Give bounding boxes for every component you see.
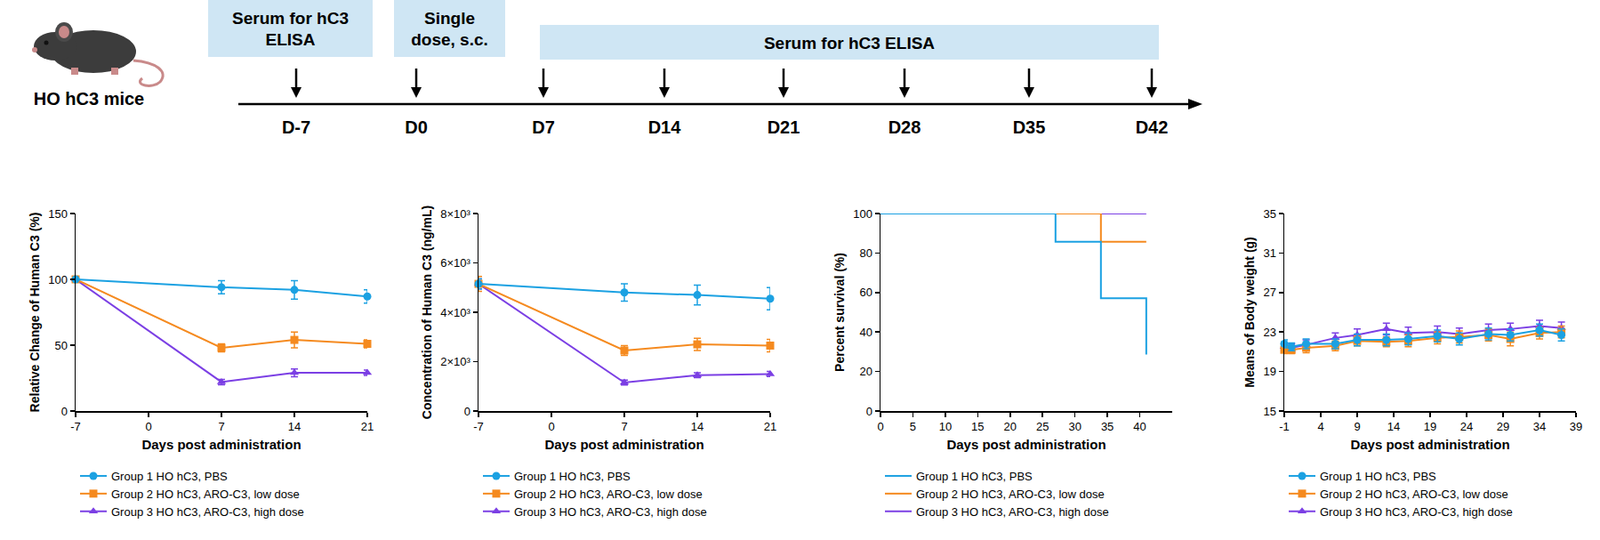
- svg-text:dose, s.c.: dose, s.c.: [410, 30, 489, 49]
- svg-text:25: 25: [1036, 419, 1049, 434]
- svg-text:0: 0: [876, 419, 884, 434]
- svg-text:Group 3 HO hC3, ARO-C3, high d: Group 3 HO hC3, ARO-C3, high dose: [111, 505, 305, 519]
- svg-text:21: 21: [361, 419, 374, 434]
- svg-text:14: 14: [1387, 419, 1400, 434]
- svg-text:19: 19: [1262, 364, 1276, 378]
- svg-text:10: 10: [939, 419, 952, 434]
- svg-text:Group 3 HO hC3, ARO-C3, high d: Group 3 HO hC3, ARO-C3, high dose: [916, 505, 1110, 519]
- svg-text:80: 80: [859, 246, 872, 260]
- svg-text:Group 2 HO hC3, ARO-C3, low do: Group 2 HO hC3, ARO-C3, low dose: [916, 487, 1105, 501]
- svg-text:Group 2 HO hC3, ARO-C3, low do: Group 2 HO hC3, ARO-C3, low dose: [514, 487, 703, 501]
- svg-text:6×10³: 6×10³: [440, 256, 471, 270]
- svg-text:-1: -1: [1278, 419, 1290, 434]
- svg-text:40: 40: [859, 325, 872, 339]
- svg-text:Days post administration: Days post administration: [946, 436, 1106, 452]
- svg-text:0: 0: [866, 404, 873, 419]
- svg-text:4×10³: 4×10³: [440, 305, 471, 320]
- svg-text:Group 3 HO hC3, ARO-C3, high d: Group 3 HO hC3, ARO-C3, high dose: [514, 505, 708, 519]
- svg-text:0: 0: [61, 404, 68, 419]
- svg-text:Group 1 HO hC3, PBS: Group 1 HO hC3, PBS: [111, 469, 228, 483]
- svg-text:15: 15: [971, 419, 984, 434]
- svg-text:Group 1 HO hC3, PBS: Group 1 HO hC3, PBS: [1319, 469, 1437, 483]
- svg-text:30: 30: [1068, 419, 1081, 434]
- svg-text:2×10³: 2×10³: [440, 354, 471, 369]
- svg-text:100: 100: [852, 207, 873, 221]
- svg-text:5: 5: [909, 419, 917, 434]
- svg-text:Relative Change of Human C3 (%: Relative Change of Human C3 (%): [27, 212, 42, 413]
- svg-text:Serum for hC3: Serum for hC3: [232, 8, 349, 28]
- svg-text:Concentration of Human C3 (ng/: Concentration of Human C3 (ng/mL): [419, 205, 435, 419]
- svg-text:Group 1 HO hC3, PBS: Group 1 HO hC3, PBS: [514, 469, 631, 483]
- svg-text:Group 3 HO hC3, ARO-C3, high d: Group 3 HO hC3, ARO-C3, high dose: [1319, 505, 1513, 519]
- svg-text:ELISA: ELISA: [265, 30, 316, 49]
- svg-text:24: 24: [1460, 419, 1473, 434]
- svg-text:14: 14: [288, 419, 301, 434]
- svg-text:HO hC3 mice: HO hC3 mice: [33, 88, 145, 109]
- svg-text:D35: D35: [1013, 117, 1046, 137]
- svg-text:Group 2 HO hC3, ARO-C3, low do: Group 2 HO hC3, ARO-C3, low dose: [111, 487, 300, 501]
- svg-text:9: 9: [1353, 419, 1360, 434]
- svg-text:0: 0: [144, 419, 152, 434]
- svg-text:20: 20: [1004, 419, 1017, 434]
- svg-text:Days post administration: Days post administration: [141, 436, 301, 452]
- svg-text:27: 27: [1262, 285, 1276, 299]
- svg-text:15: 15: [1262, 404, 1276, 419]
- svg-text:35: 35: [1101, 419, 1114, 434]
- svg-text:4: 4: [1317, 419, 1324, 434]
- svg-text:23: 23: [1262, 325, 1276, 339]
- svg-text:Days post administration: Days post administration: [544, 436, 704, 452]
- svg-text:D0: D0: [404, 117, 428, 137]
- svg-text:100: 100: [48, 273, 68, 287]
- svg-text:-7: -7: [70, 419, 81, 434]
- svg-text:19: 19: [1423, 419, 1437, 434]
- svg-text:0: 0: [547, 419, 555, 434]
- svg-text:29: 29: [1496, 419, 1510, 434]
- svg-text:Days post administration: Days post administration: [1350, 436, 1510, 452]
- svg-text:8×10³: 8×10³: [440, 207, 471, 221]
- svg-text:D7: D7: [531, 117, 555, 137]
- svg-text:21: 21: [763, 419, 777, 434]
- svg-text:Serum for hC3 ELISA: Serum for hC3 ELISA: [763, 33, 935, 53]
- svg-text:Single: Single: [424, 8, 475, 28]
- svg-text:0: 0: [464, 404, 471, 419]
- svg-text:34: 34: [1533, 419, 1546, 434]
- svg-text:D28: D28: [888, 117, 922, 137]
- svg-text:31: 31: [1262, 246, 1276, 260]
- svg-text:50: 50: [54, 338, 67, 353]
- svg-text:60: 60: [859, 285, 872, 299]
- svg-text:14: 14: [691, 419, 704, 434]
- svg-text:D-7: D-7: [281, 117, 311, 137]
- svg-text:35: 35: [1262, 207, 1276, 221]
- svg-text:-7: -7: [473, 419, 484, 434]
- svg-text:D42: D42: [1135, 117, 1169, 137]
- svg-text:40: 40: [1133, 419, 1146, 434]
- svg-text:Percent survival (%): Percent survival (%): [832, 252, 847, 372]
- svg-text:7: 7: [217, 419, 225, 434]
- svg-text:7: 7: [620, 419, 628, 434]
- svg-text:D21: D21: [767, 117, 801, 137]
- svg-text:D14: D14: [648, 117, 683, 137]
- svg-text:39: 39: [1569, 419, 1583, 434]
- svg-text:150: 150: [48, 207, 68, 221]
- svg-text:Group 2 HO hC3, ARO-C3, low do: Group 2 HO hC3, ARO-C3, low dose: [1319, 487, 1509, 501]
- svg-text:Means of Body weight (g): Means of Body weight (g): [1242, 236, 1257, 388]
- svg-text:Group 1 HO hC3, PBS: Group 1 HO hC3, PBS: [916, 469, 1033, 483]
- svg-text:20: 20: [859, 364, 872, 378]
